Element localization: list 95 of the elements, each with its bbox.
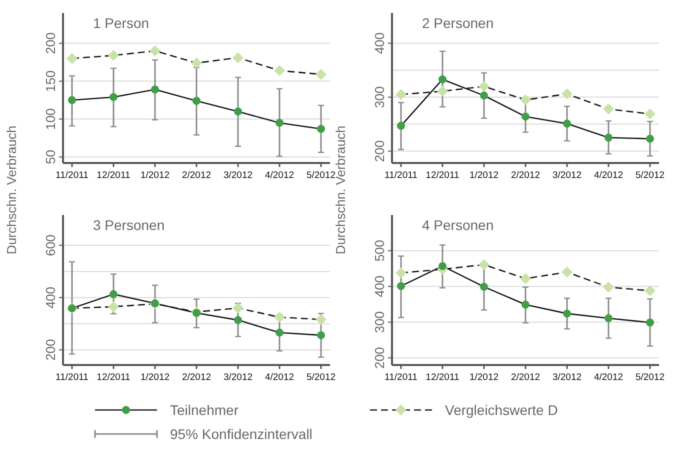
x-tick-label: 1/2012 [140, 170, 170, 181]
point [396, 88, 406, 100]
x-tick-label: 11/2011 [56, 170, 88, 181]
y-tick-label: 400 [372, 32, 387, 54]
point [438, 75, 446, 84]
y-tick-label: 300 [372, 311, 387, 333]
point [66, 52, 78, 64]
point [522, 112, 530, 121]
point [520, 94, 531, 106]
point [110, 290, 118, 298]
x-tick-label: 12/2011 [96, 170, 130, 181]
y-tick-label: 200 [43, 32, 58, 54]
chart-title: 4 Personen [422, 217, 494, 233]
point [438, 262, 446, 270]
point [274, 65, 285, 76]
y-tick-label: 150 [43, 70, 58, 92]
point [276, 328, 284, 337]
point [397, 282, 405, 290]
point [478, 259, 490, 270]
x-tick-label: 3/2012 [552, 372, 582, 383]
point [151, 86, 159, 94]
point [108, 50, 119, 61]
x-tick-label: 5/2012 [306, 372, 336, 383]
point [234, 316, 242, 324]
x-tick-label: 3/2012 [223, 372, 253, 383]
text: 95% Konfidenzintervall [170, 426, 312, 442]
x-tick-label: 5/2012 [635, 170, 665, 181]
x-tick-label: 1/2012 [469, 372, 499, 383]
point [563, 120, 571, 128]
point [604, 314, 612, 322]
y-tick-label: 200 [372, 140, 387, 162]
point [480, 282, 488, 291]
y-tick-label: 300 [372, 86, 387, 108]
y-tick-label: 50 [43, 150, 58, 164]
x-tick-label: 3/2012 [223, 170, 253, 181]
point [234, 107, 242, 116]
x-tick-label: 2/2012 [510, 170, 540, 181]
chart-title: 1 Person [93, 15, 150, 31]
point [317, 331, 325, 340]
point [480, 92, 488, 100]
x-tick-label: 2/2012 [510, 372, 540, 383]
legend-label: Teilnehmer [170, 402, 239, 418]
x-tick-label: 11/2011 [384, 372, 418, 383]
point [68, 96, 76, 104]
x-tick-label: 4/2012 [594, 170, 624, 181]
point [276, 118, 284, 127]
x-tick-label: 1/2012 [469, 170, 499, 181]
y-tick-label: 200 [372, 347, 387, 369]
y-tick-label: 200 [43, 338, 58, 361]
x-tick-label: 12/2011 [426, 170, 460, 181]
legend-label: Vergleichswerte D [445, 402, 558, 418]
x-tick-label: 3/2012 [552, 170, 582, 181]
chart-title: 2 Personen [422, 15, 494, 31]
point [646, 134, 654, 143]
point [316, 68, 326, 80]
x-tick-label: 2/2012 [182, 170, 212, 181]
point [522, 300, 530, 309]
point [232, 52, 244, 64]
point [478, 80, 490, 92]
y-tick-label: 600 [43, 234, 58, 256]
x-tick-label: 4/2012 [264, 372, 294, 383]
point [520, 273, 531, 284]
x-tick-label: 12/2011 [426, 372, 460, 383]
point [317, 124, 325, 133]
point [396, 267, 406, 278]
x-tick-label: 5/2012 [635, 372, 665, 383]
point [603, 104, 614, 115]
point [397, 122, 405, 130]
point [562, 88, 572, 100]
point [644, 285, 656, 296]
point [192, 96, 200, 105]
chart-title: 3 Personen [93, 217, 165, 233]
point [604, 134, 612, 142]
y-tick-label: 400 [372, 276, 387, 298]
point [110, 93, 118, 102]
point [192, 308, 200, 317]
x-tick-label: 11/2011 [384, 170, 418, 181]
point [437, 86, 448, 97]
point [150, 45, 160, 56]
point [562, 266, 572, 278]
point [646, 318, 654, 326]
y-tick-label: 400 [43, 286, 58, 308]
x-tick-label: 12/2011 [96, 372, 130, 383]
x-tick-label: 4/2012 [264, 170, 294, 181]
x-tick-label: 1/2012 [140, 372, 170, 383]
x-tick-label: 5/2012 [306, 170, 336, 181]
point [603, 282, 614, 293]
x-tick-label: 4/2012 [594, 372, 624, 383]
y-axis-title: Durchschn. Verbrauch [4, 126, 19, 254]
point [563, 310, 571, 318]
x-tick-label: 11/2011 [56, 372, 88, 383]
y-tick-label: 100 [43, 108, 58, 130]
x-tick-label: 2/2012 [182, 372, 212, 383]
point [644, 108, 656, 120]
y-tick-label: 500 [372, 240, 387, 262]
